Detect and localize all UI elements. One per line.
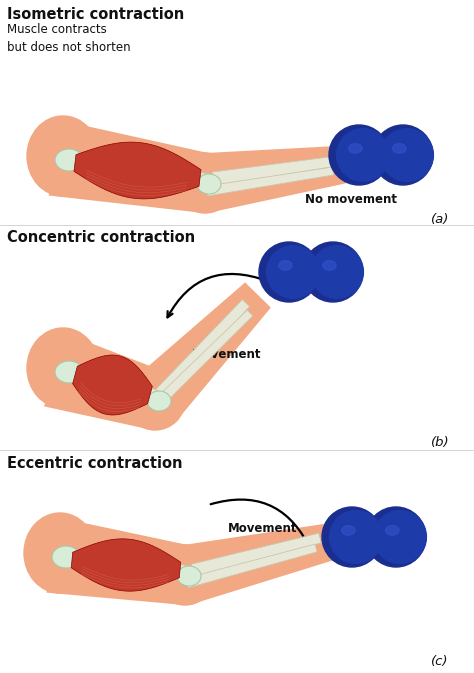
Text: (c): (c) bbox=[431, 655, 449, 668]
Ellipse shape bbox=[349, 143, 362, 153]
Ellipse shape bbox=[342, 526, 355, 535]
Circle shape bbox=[366, 507, 426, 567]
Circle shape bbox=[374, 511, 427, 563]
Polygon shape bbox=[49, 120, 210, 213]
Ellipse shape bbox=[147, 391, 171, 411]
Polygon shape bbox=[46, 518, 190, 604]
Polygon shape bbox=[65, 548, 190, 580]
Text: Movement: Movement bbox=[228, 522, 298, 535]
Ellipse shape bbox=[323, 260, 336, 270]
Circle shape bbox=[329, 511, 383, 563]
Polygon shape bbox=[149, 310, 253, 412]
Polygon shape bbox=[74, 142, 201, 199]
Ellipse shape bbox=[24, 513, 96, 593]
Circle shape bbox=[175, 153, 235, 213]
Circle shape bbox=[373, 125, 433, 185]
Text: (b): (b) bbox=[431, 436, 449, 449]
Polygon shape bbox=[134, 283, 271, 421]
Polygon shape bbox=[44, 334, 164, 429]
Text: Movement: Movement bbox=[192, 348, 262, 361]
Circle shape bbox=[322, 507, 382, 567]
Polygon shape bbox=[201, 145, 357, 213]
Polygon shape bbox=[71, 539, 181, 591]
Text: Isometric contraction: Isometric contraction bbox=[7, 7, 184, 22]
Ellipse shape bbox=[177, 566, 201, 586]
Ellipse shape bbox=[27, 328, 99, 408]
Circle shape bbox=[266, 246, 319, 298]
Ellipse shape bbox=[52, 546, 80, 568]
Polygon shape bbox=[186, 544, 317, 588]
Polygon shape bbox=[206, 167, 334, 196]
Circle shape bbox=[381, 129, 433, 182]
Ellipse shape bbox=[27, 116, 99, 196]
Circle shape bbox=[125, 370, 185, 430]
Circle shape bbox=[259, 242, 319, 302]
Text: No movement: No movement bbox=[305, 193, 397, 206]
Ellipse shape bbox=[55, 361, 83, 383]
Polygon shape bbox=[156, 299, 250, 399]
Polygon shape bbox=[73, 355, 152, 415]
Text: Eccentric contraction: Eccentric contraction bbox=[7, 456, 182, 471]
Circle shape bbox=[337, 129, 390, 182]
Polygon shape bbox=[66, 363, 161, 404]
Text: (a): (a) bbox=[431, 213, 449, 226]
Polygon shape bbox=[191, 533, 321, 578]
Polygon shape bbox=[68, 151, 210, 188]
Ellipse shape bbox=[392, 143, 406, 153]
Ellipse shape bbox=[386, 526, 399, 535]
Polygon shape bbox=[178, 522, 342, 604]
Circle shape bbox=[329, 125, 389, 185]
Circle shape bbox=[155, 545, 215, 605]
Text: Concentric contraction: Concentric contraction bbox=[7, 230, 195, 245]
Text: Muscle contracts
but does not shorten: Muscle contracts but does not shorten bbox=[7, 23, 131, 54]
Ellipse shape bbox=[55, 149, 83, 171]
Polygon shape bbox=[212, 156, 337, 186]
Circle shape bbox=[303, 242, 363, 302]
Ellipse shape bbox=[197, 174, 221, 194]
Circle shape bbox=[310, 246, 364, 298]
Ellipse shape bbox=[279, 260, 292, 270]
